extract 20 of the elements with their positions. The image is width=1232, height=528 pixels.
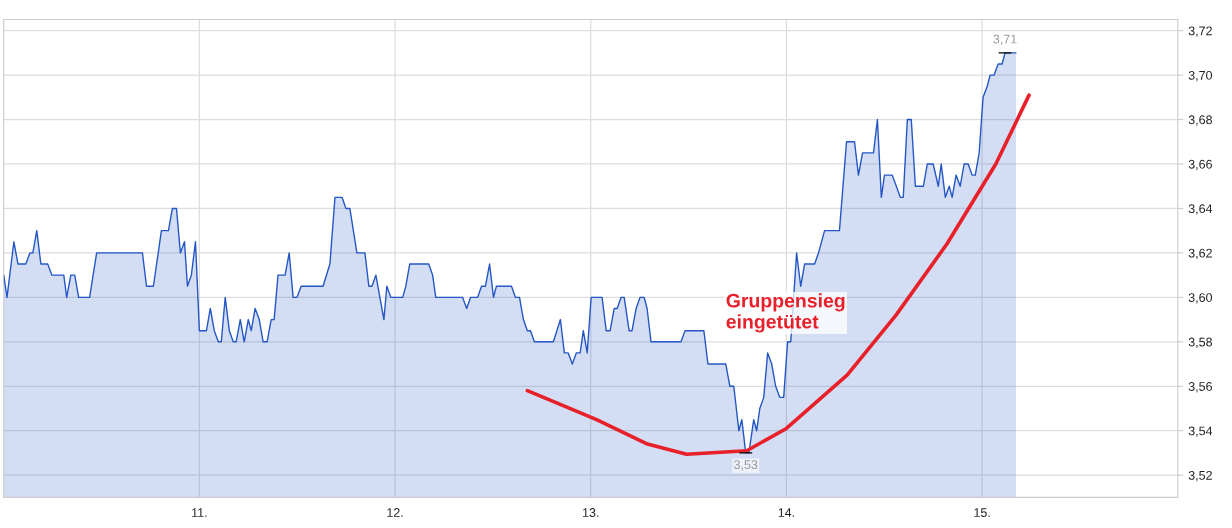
annotation: Gruppensieg eingetütet: [726, 293, 845, 333]
y-tick-label: 3,72: [1188, 26, 1212, 37]
x-tick-label: 15.: [974, 508, 990, 517]
y-tick-label: 3,66: [1188, 159, 1212, 171]
x-tick-label: 13.: [583, 508, 599, 517]
y-tick-label: 3,70: [1188, 70, 1213, 82]
y-tick-label: 3,64: [1188, 204, 1213, 215]
x-tick-label: 11.: [192, 508, 207, 517]
line-series: [525, 93, 1031, 457]
y-tick-label: 3,54: [1188, 426, 1213, 437]
x-tick-label: 12.: [387, 508, 403, 517]
y-tick-label: 3,56: [1188, 382, 1212, 393]
annotation: 3,53: [734, 460, 758, 471]
y-tick-label: 3,58: [1188, 337, 1212, 348]
annotation: 3,71: [993, 34, 1017, 45]
y-tick-label: 3,68: [1188, 115, 1212, 126]
y-tick-label: 3,62: [1188, 248, 1212, 260]
y-tick-label: 3,52: [1188, 470, 1212, 482]
x-tick-label: 14.: [778, 508, 794, 517]
y-tick-label: 3,60: [1188, 293, 1213, 304]
